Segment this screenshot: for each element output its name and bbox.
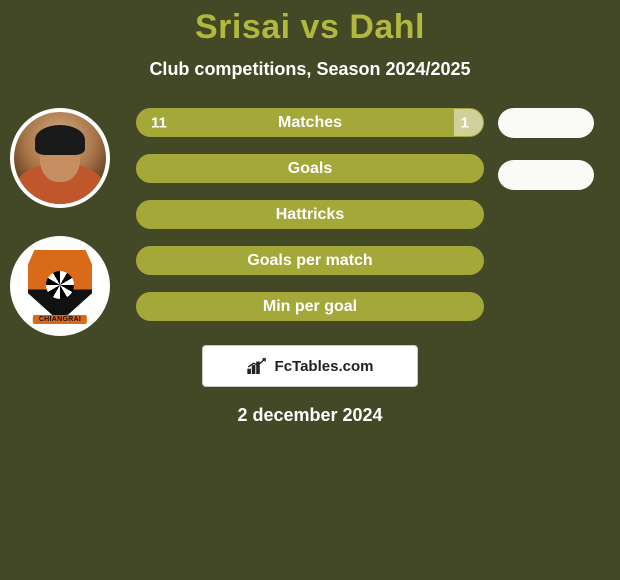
stat-bar-min-per-goal: Min per goal <box>136 292 484 321</box>
stat-bar-hattricks: Hattricks <box>136 200 484 229</box>
stat-bar-goals-per-match: Goals per match <box>136 246 484 275</box>
stat-bar-matches: 11 Matches 1 <box>136 108 484 137</box>
page-subtitle: Club competitions, Season 2024/2025 <box>0 59 620 80</box>
comparison-content: CHIANGRAI 11 Matches 1 Goals Hattricks <box>0 108 620 426</box>
source-badge-text: FcTables.com <box>275 358 374 375</box>
stat-label: Goals <box>288 160 332 178</box>
club-logo-ribbon: CHIANGRAI <box>33 315 87 324</box>
fctables-icon <box>247 358 269 374</box>
snapshot-date: 2 december 2024 <box>0 405 620 426</box>
stat-label: Min per goal <box>263 298 357 316</box>
stat-label: Goals per match <box>247 252 372 270</box>
club-logo-right-placeholder <box>498 160 594 190</box>
player-avatar-right-placeholder <box>498 108 594 138</box>
page-title: Srisai vs Dahl <box>0 0 620 47</box>
source-badge: FcTables.com <box>202 345 418 387</box>
stat-bars: 11 Matches 1 Goals Hattricks Goals per m… <box>136 108 484 321</box>
stat-left-value: 11 <box>151 114 167 131</box>
club-logo-left: CHIANGRAI <box>10 236 110 336</box>
player-avatar-left <box>10 108 110 208</box>
left-player-column: CHIANGRAI <box>8 108 112 336</box>
stat-label: Matches <box>278 114 342 132</box>
stat-bar-goals: Goals <box>136 154 484 183</box>
stat-right-value: 1 <box>461 114 469 131</box>
stat-label: Hattricks <box>276 206 344 224</box>
right-player-column <box>490 108 602 190</box>
